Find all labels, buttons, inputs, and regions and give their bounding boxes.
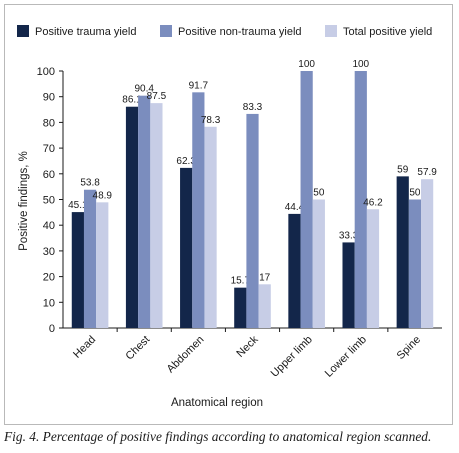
y-tick-label: 30 [43, 246, 55, 258]
bar [421, 179, 434, 328]
x-tick-label: Upper limb [269, 334, 315, 380]
bar [71, 212, 84, 328]
y-tick-label: 80 [43, 117, 55, 129]
data-label: 50 [313, 188, 325, 199]
y-tick-label: 100 [37, 66, 55, 78]
bar [342, 242, 355, 328]
bar [396, 176, 409, 328]
bars: 45.1 53.848.9 86.190.487.5 62.3 91.7 78.3 15.7… [68, 59, 437, 329]
bar [246, 113, 259, 328]
bar [288, 213, 301, 328]
y-tick-label: 0 [49, 323, 55, 335]
bar [312, 199, 325, 328]
x-tick-label: Spine [395, 334, 423, 362]
data-label: 44.4 [285, 202, 305, 213]
bar [408, 199, 422, 328]
x-tick-label: Head [71, 334, 98, 361]
y-tick-label: 50 [43, 195, 55, 207]
legend-label: Total positive yield [343, 26, 432, 38]
data-label: 62.3 [176, 156, 196, 167]
data-label: 91.7 [189, 80, 209, 91]
bar [300, 71, 313, 328]
data-label: 15.7 [231, 276, 251, 287]
bar [192, 92, 205, 329]
x-axis-label: Anatomical region [171, 397, 263, 409]
data-label: 100 [298, 59, 315, 70]
data-label: 33.3 [339, 230, 359, 241]
legend-label: Positive non-trauma yield [178, 26, 302, 38]
data-label: 53.8 [80, 178, 100, 189]
figure-caption: Fig. 4. Percentage of positive findings … [4, 429, 432, 444]
data-label: 86.1 [122, 95, 142, 106]
bar [234, 287, 247, 328]
y-tick-label: 20 [43, 272, 55, 284]
data-label: 78.3 [201, 115, 221, 126]
y-tick-label: 40 [43, 220, 55, 232]
data-label: 17 [259, 272, 271, 283]
bar [258, 284, 271, 328]
legend-label: Positive trauma yield [35, 26, 137, 38]
data-label: 59 [397, 164, 409, 175]
y-axis-label: Positive findings, % [18, 151, 30, 251]
legend: Positive trauma yield Positive non-trauma… [17, 25, 432, 38]
data-label: 83.3 [243, 102, 263, 113]
bar [180, 167, 193, 328]
bar [96, 202, 109, 328]
bar [354, 71, 367, 328]
x-tick-label: Abdomen [165, 334, 207, 376]
data-label: 90.4 [134, 84, 154, 95]
x-tick-label: Chest [124, 334, 153, 363]
data-label: 45.1 [68, 200, 88, 211]
x-tick-label: Neck [234, 333, 261, 360]
x-tick-label: Lower limb [323, 334, 369, 380]
bar [204, 126, 217, 328]
bar [150, 103, 163, 328]
data-label: 46.2 [363, 197, 383, 208]
data-label: 87.5 [147, 91, 167, 102]
y-tick-label: 60 [43, 169, 55, 181]
data-label: 57.9 [417, 167, 437, 178]
bar [83, 189, 97, 328]
legend-swatch [160, 25, 172, 37]
data-label: 48.9 [93, 190, 113, 201]
data-label: 100 [352, 59, 369, 70]
y-tick-label: 70 [43, 143, 55, 155]
legend-swatch [325, 25, 337, 37]
bar [138, 95, 151, 328]
data-label: 50 [409, 188, 421, 199]
bar-chart: Positive trauma yield Positive non-trauma… [17, 25, 442, 409]
bar [366, 209, 380, 328]
y-tick-label: 10 [43, 297, 55, 309]
chart-frame: Positive trauma yield Positive non-trauma… [4, 4, 453, 425]
bar [125, 106, 139, 329]
legend-swatch [17, 25, 29, 37]
y-tick-label: 90 [43, 92, 55, 104]
